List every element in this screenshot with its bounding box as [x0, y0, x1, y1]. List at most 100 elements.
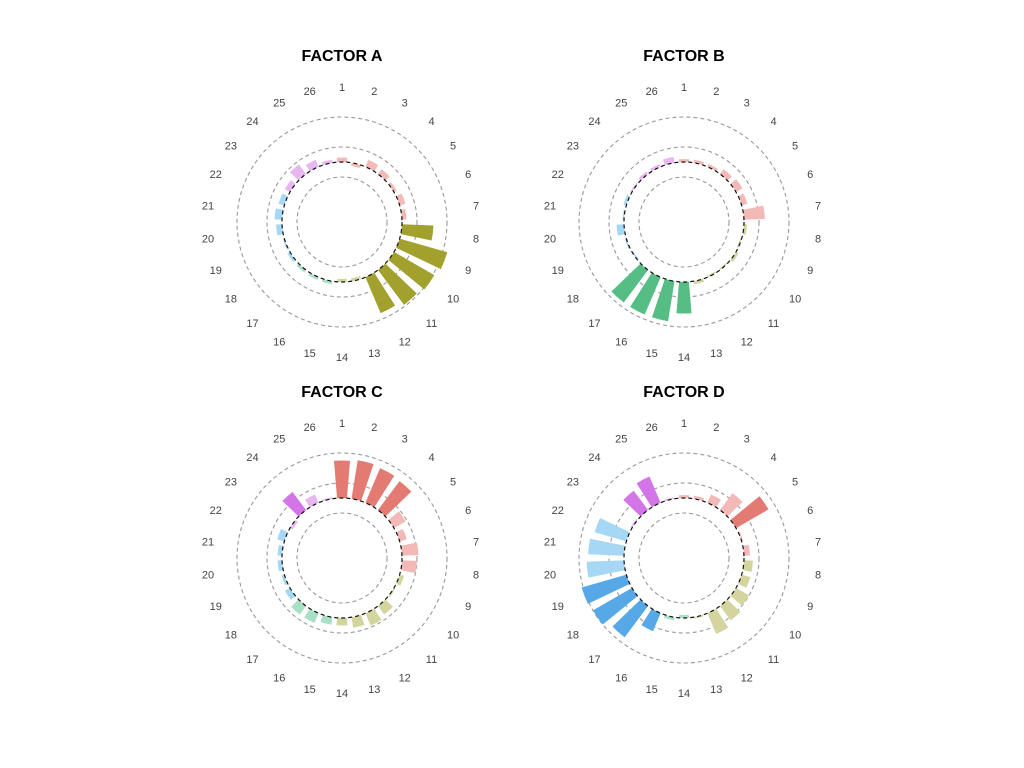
bar-1 [678, 158, 690, 163]
bar-9 [736, 238, 742, 248]
zero-baseline [623, 161, 745, 283]
tick-label-12: 12 [399, 337, 411, 349]
tick-label-1: 1 [681, 82, 687, 94]
tick-label-15: 15 [646, 348, 658, 360]
tick-label-12: 12 [741, 673, 753, 685]
tick-label-22: 22 [210, 505, 222, 517]
tick-label-4: 4 [428, 116, 434, 128]
bar-18 [592, 587, 638, 625]
tick-label-12: 12 [741, 337, 753, 349]
tick-label-24: 24 [246, 116, 258, 128]
tick-label-18: 18 [225, 630, 237, 642]
bar-13 [351, 614, 365, 628]
grid-circle [578, 116, 790, 328]
bar-8 [742, 224, 747, 235]
bar-4 [377, 169, 390, 181]
tick-label-1: 1 [339, 82, 345, 94]
tick-label-3: 3 [744, 434, 750, 446]
bar-19 [281, 574, 288, 586]
tick-label-15: 15 [304, 684, 316, 696]
bar-26 [321, 159, 333, 166]
tick-label-23: 23 [225, 476, 237, 488]
bar-14 [337, 278, 347, 283]
bar-4 [719, 169, 732, 181]
tick-label-13: 13 [710, 684, 722, 696]
bar-5 [730, 496, 769, 529]
bar-12 [365, 272, 396, 314]
bar-12 [706, 271, 717, 278]
bar-11 [719, 262, 728, 271]
tick-label-16: 16 [615, 673, 627, 685]
tick-label-1: 1 [681, 418, 687, 430]
bar-25 [650, 163, 661, 172]
panel-title: FACTOR A [302, 48, 383, 65]
tick-label-9: 9 [807, 601, 813, 613]
tick-label-24: 24 [588, 452, 600, 464]
tick-label-5: 5 [792, 476, 798, 488]
tick-label-21: 21 [202, 537, 214, 549]
tick-label-2: 2 [371, 422, 377, 434]
bar-23 [289, 519, 298, 530]
tick-label-8: 8 [815, 233, 821, 245]
tick-label-16: 16 [273, 673, 285, 685]
bar-22 [594, 517, 630, 542]
tick-label-6: 6 [465, 169, 471, 181]
panel-title: FACTOR B [643, 48, 724, 65]
tick-label-25: 25 [273, 434, 285, 446]
tick-label-9: 9 [807, 265, 813, 277]
tick-label-7: 7 [815, 201, 821, 213]
tick-label-10: 10 [447, 630, 459, 642]
bar-18 [284, 587, 296, 600]
tick-label-11: 11 [426, 654, 437, 666]
bar-8 [742, 560, 753, 572]
bar-15 [652, 278, 675, 322]
bar-1 [336, 157, 348, 163]
tick-label-22: 22 [552, 505, 564, 517]
bar-9 [396, 238, 448, 270]
bar-14 [676, 281, 692, 314]
tick-label-18: 18 [567, 294, 579, 306]
bar-14 [679, 614, 689, 619]
bar-1 [678, 494, 690, 499]
tick-label-13: 13 [368, 684, 380, 696]
bar-3 [365, 468, 395, 508]
bar-2 [351, 162, 362, 168]
tick-label-17: 17 [246, 318, 258, 330]
bar-7 [742, 544, 750, 556]
bar-7 [742, 205, 765, 220]
bar-18 [287, 251, 296, 262]
bar-15 [320, 614, 333, 625]
panel-factor-c: FACTOR C 1 234567891011121314151617181920… [202, 384, 479, 700]
grid-circle [236, 452, 448, 664]
bar-11 [377, 263, 417, 305]
bar-21 [277, 544, 284, 556]
tick-label-20: 20 [544, 569, 556, 581]
bar-25 [305, 159, 319, 172]
bar-11 [377, 599, 393, 615]
tick-label-6: 6 [465, 505, 471, 517]
grid-circle [266, 146, 418, 298]
bar-17 [611, 263, 649, 303]
bar-22 [277, 528, 288, 542]
tick-label-2: 2 [713, 86, 719, 98]
tick-label-21: 21 [202, 201, 214, 213]
tick-label-13: 13 [368, 348, 380, 360]
bar-20 [276, 224, 284, 236]
tick-label-2: 2 [713, 422, 719, 434]
tick-label-21: 21 [544, 537, 556, 549]
tick-label-20: 20 [202, 233, 214, 245]
bar-17 [612, 599, 649, 638]
grid-circle [296, 176, 388, 268]
bar-6 [396, 193, 406, 206]
tick-label-19: 19 [210, 265, 222, 277]
bar-16 [630, 272, 661, 315]
bar-24 [289, 164, 307, 181]
tick-label-8: 8 [473, 233, 479, 245]
bar-20 [616, 224, 626, 236]
tick-label-18: 18 [225, 294, 237, 306]
tick-label-24: 24 [588, 116, 600, 128]
tick-label-9: 9 [465, 265, 471, 277]
tick-label-5: 5 [792, 140, 798, 152]
bar-21 [588, 538, 626, 556]
